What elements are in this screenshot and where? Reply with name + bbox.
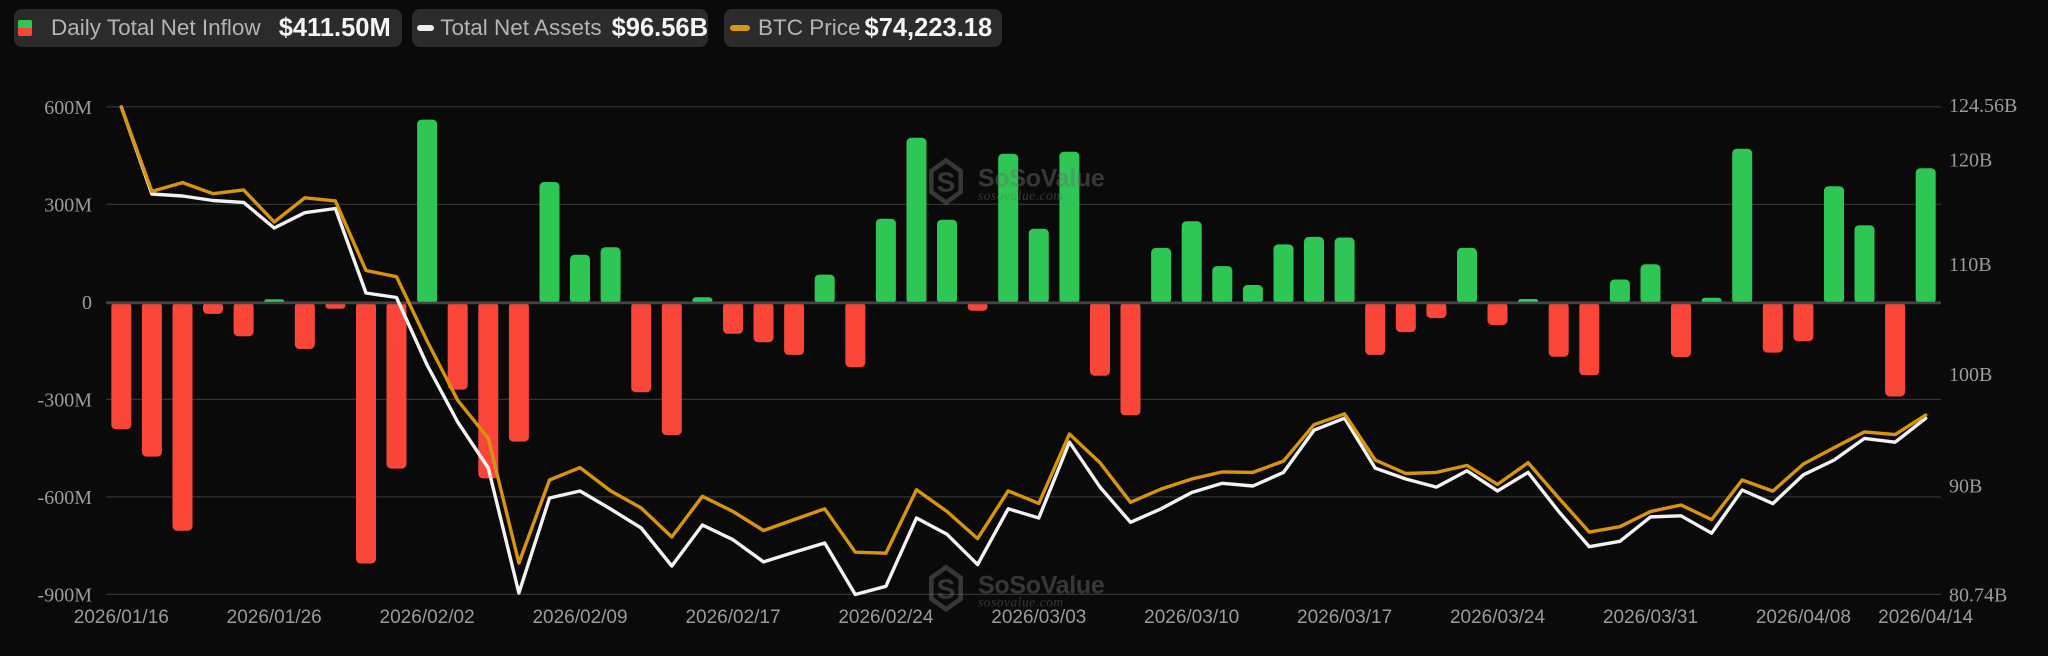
svg-text:2026/02/24: 2026/02/24 bbox=[838, 607, 934, 628]
svg-text:S: S bbox=[937, 573, 956, 604]
svg-text:124.56B: 124.56B bbox=[1949, 95, 2017, 117]
svg-text:2026/03/03: 2026/03/03 bbox=[991, 607, 1086, 628]
svg-text:100B: 100B bbox=[1949, 364, 1992, 386]
svg-text:SoSoValue: SoSoValue bbox=[978, 571, 1105, 599]
svg-text:-900M: -900M bbox=[38, 584, 93, 606]
svg-text:2026/04/08: 2026/04/08 bbox=[1756, 607, 1851, 628]
svg-text:2026/03/31: 2026/03/31 bbox=[1603, 607, 1698, 628]
svg-text:2026/03/17: 2026/03/17 bbox=[1297, 607, 1392, 628]
svg-text:80.74B: 80.74B bbox=[1949, 584, 2007, 606]
svg-text:S: S bbox=[937, 167, 956, 198]
svg-text:2026/03/24: 2026/03/24 bbox=[1450, 607, 1546, 628]
svg-text:300M: 300M bbox=[44, 194, 92, 216]
svg-text:2026/03/10: 2026/03/10 bbox=[1144, 607, 1239, 628]
svg-text:600M: 600M bbox=[44, 97, 92, 119]
svg-text:2026/02/17: 2026/02/17 bbox=[685, 607, 780, 628]
svg-text:sosovalue.com: sosovalue.com bbox=[978, 595, 1064, 610]
svg-text:2026/01/26: 2026/01/26 bbox=[227, 607, 322, 628]
svg-text:SoSoValue: SoSoValue bbox=[978, 165, 1105, 193]
svg-text:sosovalue.com: sosovalue.com bbox=[978, 188, 1064, 203]
svg-text:2026/04/14: 2026/04/14 bbox=[1878, 607, 1974, 628]
svg-text:0: 0 bbox=[82, 292, 92, 314]
svg-text:120B: 120B bbox=[1949, 150, 1992, 172]
svg-text:2026/02/09: 2026/02/09 bbox=[532, 607, 627, 628]
svg-text:90B: 90B bbox=[1949, 476, 1982, 498]
svg-text:-600M: -600M bbox=[38, 487, 93, 509]
svg-text:110B: 110B bbox=[1949, 254, 1992, 276]
svg-text:-300M: -300M bbox=[38, 389, 93, 411]
svg-text:2026/02/02: 2026/02/02 bbox=[380, 607, 475, 628]
svg-text:2026/01/16: 2026/01/16 bbox=[74, 607, 169, 628]
